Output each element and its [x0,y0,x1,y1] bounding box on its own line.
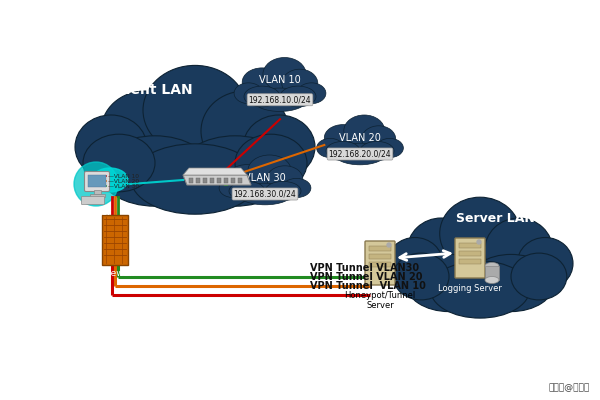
Ellipse shape [328,128,392,162]
FancyBboxPatch shape [459,243,481,248]
FancyBboxPatch shape [94,190,101,194]
Ellipse shape [227,165,267,191]
Text: Client LAN: Client LAN [111,83,193,97]
Text: Server LAN: Server LAN [456,212,535,224]
FancyBboxPatch shape [85,172,110,192]
Ellipse shape [387,238,443,290]
Text: 192.168.10.0/24: 192.168.10.0/24 [248,95,311,104]
Ellipse shape [246,72,314,108]
Ellipse shape [248,155,291,186]
Text: VPN Tunnel  VLAN 10: VPN Tunnel VLAN 10 [310,281,426,291]
Text: VLAN 30: VLAN 30 [244,173,286,183]
Ellipse shape [99,136,211,206]
Ellipse shape [229,182,265,201]
Ellipse shape [317,138,344,158]
Ellipse shape [219,178,248,198]
Ellipse shape [485,276,499,284]
Ellipse shape [430,261,530,318]
FancyBboxPatch shape [369,254,391,259]
Text: —VLAN 30: —VLAN 30 [108,184,139,189]
Ellipse shape [485,218,553,283]
FancyBboxPatch shape [365,241,395,285]
Ellipse shape [393,253,449,300]
Ellipse shape [131,144,259,214]
Text: Logging Server: Logging Server [438,284,502,293]
Text: VPN Tunnel VLAN 20: VPN Tunnel VLAN 20 [310,272,422,282]
Ellipse shape [440,197,520,270]
Ellipse shape [75,115,147,179]
Text: Firewall: Firewall [100,269,134,278]
Ellipse shape [242,68,282,96]
Ellipse shape [282,69,318,98]
Ellipse shape [238,183,292,205]
Ellipse shape [387,243,391,247]
Ellipse shape [485,262,499,270]
Ellipse shape [235,134,307,192]
Text: VLAN 10: VLAN 10 [259,75,301,85]
Ellipse shape [92,168,128,192]
Ellipse shape [280,86,316,107]
Ellipse shape [74,162,118,206]
Ellipse shape [244,86,280,107]
Polygon shape [183,175,251,185]
Polygon shape [183,168,247,175]
Text: Honeypot/Tunnel
Server: Honeypot/Tunnel Server [344,291,416,310]
Ellipse shape [234,83,263,104]
Ellipse shape [267,166,303,192]
Ellipse shape [326,141,360,160]
Text: 192.168.20.0/24: 192.168.20.0/24 [329,150,391,158]
FancyBboxPatch shape [203,178,207,182]
FancyBboxPatch shape [196,178,200,182]
FancyBboxPatch shape [238,178,242,182]
Ellipse shape [115,107,275,203]
Ellipse shape [517,238,573,290]
Ellipse shape [101,91,189,171]
Ellipse shape [231,168,299,202]
Ellipse shape [477,240,481,244]
Ellipse shape [467,254,554,312]
Text: 搜狐号@安企社: 搜狐号@安企社 [549,383,590,392]
Ellipse shape [143,65,247,155]
Text: VPN Tunnel VLAN30: VPN Tunnel VLAN30 [310,263,419,273]
Ellipse shape [407,218,475,283]
Ellipse shape [418,231,542,309]
Text: VLAN 20: VLAN 20 [339,133,381,143]
Ellipse shape [282,178,311,198]
Ellipse shape [297,83,326,104]
Ellipse shape [265,182,301,201]
Ellipse shape [179,136,291,206]
Ellipse shape [263,58,306,91]
FancyBboxPatch shape [459,251,481,256]
Text: —VLAN 20: —VLAN 20 [108,179,139,184]
Ellipse shape [253,88,307,112]
FancyBboxPatch shape [217,178,221,182]
FancyBboxPatch shape [88,175,106,187]
Text: —VLAN 10: —VLAN 10 [108,174,139,179]
FancyBboxPatch shape [189,178,193,182]
FancyBboxPatch shape [231,178,235,182]
FancyBboxPatch shape [459,259,481,264]
FancyBboxPatch shape [224,178,228,182]
Ellipse shape [406,254,493,312]
Ellipse shape [201,91,289,171]
Text: 192.168.30.0/24: 192.168.30.0/24 [233,190,296,198]
Ellipse shape [362,126,396,152]
Ellipse shape [325,125,362,151]
Ellipse shape [360,141,394,160]
FancyBboxPatch shape [455,238,485,278]
FancyBboxPatch shape [90,194,105,197]
Ellipse shape [344,115,385,146]
Ellipse shape [83,134,155,192]
Ellipse shape [376,138,403,158]
Polygon shape [102,215,128,265]
Ellipse shape [243,115,315,179]
FancyBboxPatch shape [82,196,104,204]
FancyBboxPatch shape [210,178,214,182]
FancyBboxPatch shape [369,246,391,251]
FancyBboxPatch shape [485,266,499,280]
Text: Sensor: Sensor [80,208,111,217]
Ellipse shape [511,253,567,300]
Ellipse shape [335,143,386,165]
FancyBboxPatch shape [369,262,391,267]
